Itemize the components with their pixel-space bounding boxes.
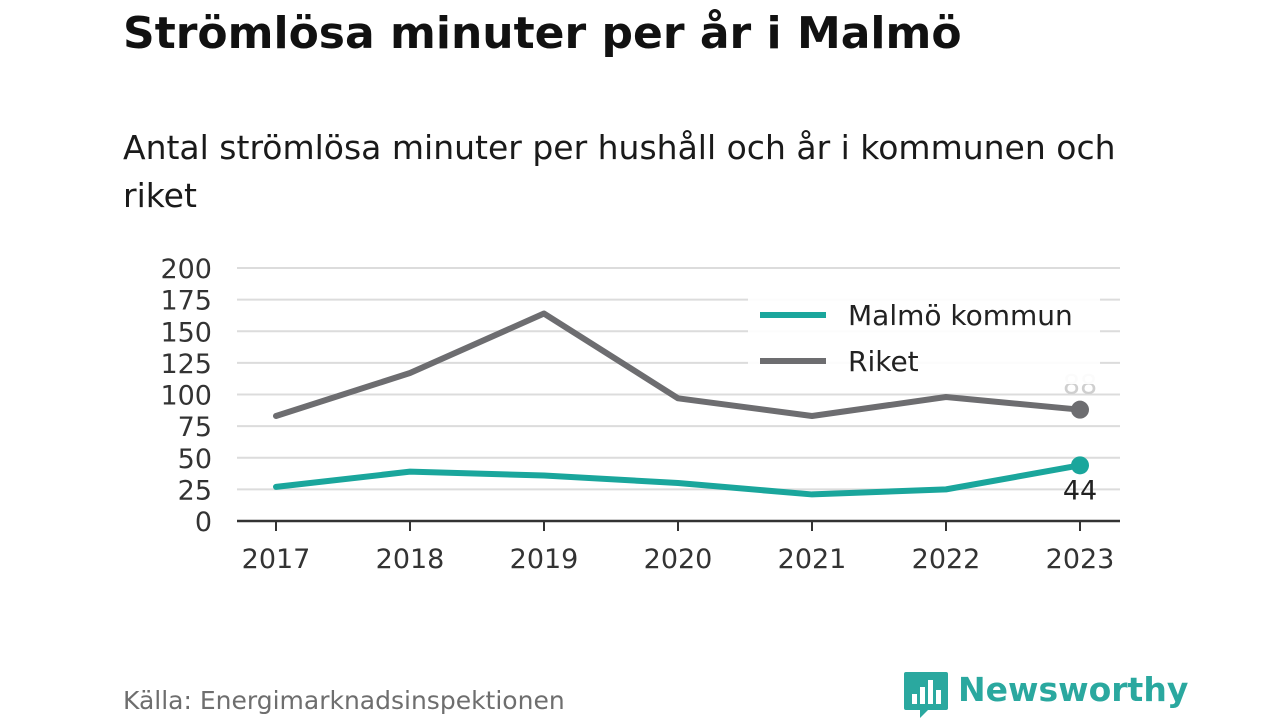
series-line-0 [273, 462, 1083, 498]
newsworthy-logo-icon [904, 672, 948, 718]
series-endpoint-1 [1071, 400, 1089, 419]
x-tick-label: 2018 [376, 544, 445, 575]
legend-label-1: Riket [848, 345, 919, 378]
y-tick-label: 0 [195, 507, 212, 538]
x-tick-label: 2019 [510, 544, 579, 575]
series-endpoint-0 [1071, 456, 1089, 475]
legend-box [748, 292, 1100, 384]
x-tick-label: 2022 [912, 544, 981, 575]
y-tick-label: 25 [178, 475, 212, 506]
x-tick-label: 2017 [242, 544, 311, 575]
x-tick-label: 2020 [644, 544, 713, 575]
y-tick-label: 75 [178, 412, 212, 443]
y-tick-label: 100 [160, 381, 212, 412]
y-tick-label: 200 [160, 254, 212, 285]
x-tick-label: 2021 [778, 544, 847, 575]
y-tick-label: 50 [178, 444, 212, 475]
x-tick-label: 2023 [1046, 544, 1115, 575]
chart-subtitle: Antal strömlösa minuter per hushåll och … [123, 128, 1116, 215]
chart-title: Strömlösa minuter per år i Malmö [123, 8, 962, 59]
brand-name: Newsworthy [958, 670, 1189, 709]
legend-label-0: Malmö kommun [848, 299, 1073, 332]
y-tick-label: 150 [160, 317, 212, 348]
series-line-1 [273, 310, 1083, 420]
y-tick-label: 175 [160, 286, 212, 317]
source-note: Källa: Energimarknadsinspektionen [123, 686, 565, 715]
series-end-label-0: 44 [1063, 475, 1097, 506]
y-tick-label: 125 [160, 349, 212, 380]
brand-logo: Newsworthy [900, 668, 1188, 720]
